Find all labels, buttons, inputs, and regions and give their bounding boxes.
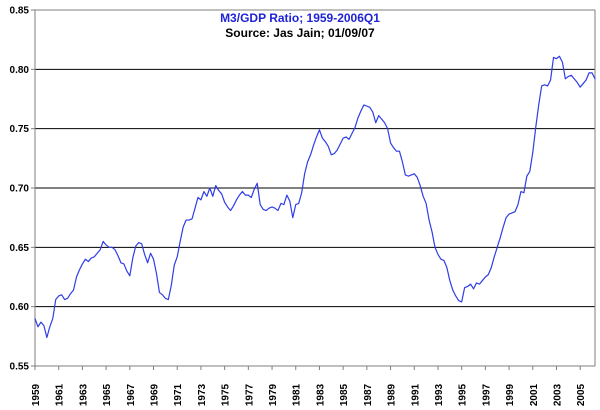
x-tick-label: 1977: [244, 383, 255, 406]
x-tick-label: 1991: [410, 383, 421, 406]
x-tick-label: 1971: [173, 383, 184, 406]
x-tick-label: 1979: [268, 383, 279, 406]
x-tick-label: 2005: [576, 383, 587, 406]
chart-title: M3/GDP Ratio; 1959-2006Q1: [220, 11, 380, 25]
x-tick-label: 1973: [197, 383, 208, 406]
x-tick-label: 1969: [150, 383, 161, 406]
x-tick-label: 1967: [126, 383, 137, 406]
axis-layer: [31, 9, 596, 370]
x-tick-label: 2003: [552, 383, 563, 406]
x-tick-label: 1989: [387, 383, 398, 406]
y-tick-label: 0.80: [10, 65, 30, 76]
y-tick-label: 0.65: [10, 243, 30, 254]
m3-gdp-series-line: [34, 55, 596, 339]
x-tick-label: 1985: [339, 383, 350, 406]
series-layer: [34, 55, 596, 339]
x-tick-label: 1995: [458, 383, 469, 406]
x-tick-label: 1975: [221, 383, 232, 406]
chart-subtitle: Source: Jas Jain; 01/09/07: [225, 26, 375, 40]
x-tick-label: 1987: [363, 383, 374, 406]
grid-layer: [35, 9, 595, 367]
x-tick-label: 2001: [529, 383, 540, 406]
x-tick-label: 1999: [505, 383, 516, 406]
y-tick-label: 0.70: [10, 184, 30, 195]
y-tick-label: 0.75: [10, 124, 30, 135]
label-layer: 0.55 0.60 0.65 0.70 0.75 0.80 0.85 1959 1961 1963…: [10, 6, 588, 407]
x-tick-label: 1983: [315, 383, 326, 406]
y-tick-label: 0.60: [10, 302, 30, 313]
x-tick-label: 1993: [434, 383, 445, 406]
x-tick-label: 1965: [102, 383, 113, 406]
y-tick-label: 0.85: [10, 6, 30, 17]
x-tick-label: 1963: [78, 383, 89, 406]
x-tick-label: 1961: [55, 383, 66, 406]
x-tick-label: 1997: [481, 383, 492, 406]
y-tick-label: 0.55: [10, 362, 30, 373]
x-tick-label: 1981: [292, 383, 303, 406]
x-tick-label: 1959: [31, 383, 42, 406]
